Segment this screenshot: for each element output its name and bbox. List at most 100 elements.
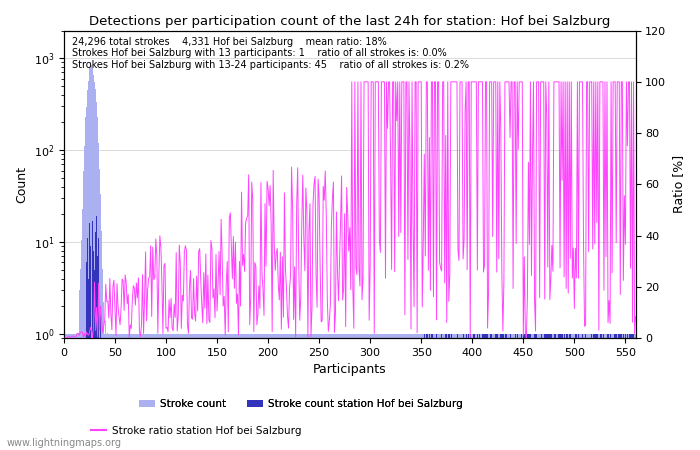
Bar xyxy=(592,334,593,450)
Bar xyxy=(616,334,617,450)
Bar xyxy=(271,334,272,450)
Bar xyxy=(124,334,125,450)
Bar xyxy=(279,334,280,450)
Bar xyxy=(326,334,327,450)
Bar xyxy=(437,334,438,450)
Bar xyxy=(175,334,176,450)
Bar xyxy=(545,334,546,450)
Bar xyxy=(418,334,419,450)
Bar xyxy=(490,334,491,450)
Bar xyxy=(540,334,541,450)
Bar xyxy=(479,334,480,450)
Bar xyxy=(147,334,148,450)
Bar xyxy=(568,334,570,450)
Bar xyxy=(491,334,492,450)
Bar xyxy=(443,334,444,450)
Bar xyxy=(543,334,544,450)
Bar xyxy=(433,334,434,450)
Bar xyxy=(133,334,134,450)
Bar xyxy=(263,334,265,450)
Bar xyxy=(197,334,198,450)
Bar xyxy=(194,334,195,450)
Bar xyxy=(435,334,436,450)
Bar xyxy=(209,334,211,450)
Bar xyxy=(608,334,610,450)
Bar xyxy=(140,334,141,450)
Bar xyxy=(599,334,601,450)
Bar xyxy=(535,334,536,450)
Bar xyxy=(593,334,594,450)
Bar xyxy=(132,334,133,450)
Bar xyxy=(628,334,629,450)
Bar xyxy=(503,334,505,450)
Bar xyxy=(392,334,393,450)
Bar xyxy=(97,256,98,450)
Bar xyxy=(107,333,108,450)
Bar xyxy=(425,334,426,450)
Bar xyxy=(541,334,542,450)
Bar xyxy=(254,334,256,450)
Bar xyxy=(544,334,545,450)
Bar xyxy=(286,334,287,450)
Bar xyxy=(468,334,469,450)
Bar xyxy=(479,334,480,450)
Bar xyxy=(320,334,321,450)
Bar xyxy=(354,334,356,450)
Bar xyxy=(82,209,83,450)
Bar xyxy=(478,334,479,450)
Bar xyxy=(347,334,348,450)
Bar xyxy=(180,334,181,450)
Bar xyxy=(339,334,340,450)
Bar xyxy=(380,334,381,450)
Bar xyxy=(94,270,95,450)
Y-axis label: Ratio [%]: Ratio [%] xyxy=(672,155,685,213)
Bar xyxy=(274,334,276,450)
Bar xyxy=(505,334,507,450)
Bar xyxy=(501,334,503,450)
Bar xyxy=(265,334,267,450)
Bar xyxy=(522,334,523,450)
Bar xyxy=(85,117,86,450)
Bar xyxy=(452,334,454,450)
Bar xyxy=(414,334,416,450)
Bar xyxy=(495,334,496,450)
Bar xyxy=(248,334,249,450)
Bar xyxy=(603,334,605,450)
Bar xyxy=(434,334,435,450)
Bar xyxy=(302,334,303,450)
Bar xyxy=(516,334,517,450)
Bar xyxy=(546,334,547,450)
Bar xyxy=(304,334,305,450)
Bar xyxy=(427,334,428,450)
Bar xyxy=(246,334,247,450)
Bar xyxy=(231,334,232,450)
Bar xyxy=(615,334,616,450)
Bar xyxy=(96,216,97,450)
Bar xyxy=(477,334,478,450)
Bar xyxy=(458,334,459,450)
Bar xyxy=(291,334,292,450)
Bar xyxy=(399,334,400,450)
Bar xyxy=(582,334,583,450)
Bar xyxy=(627,334,628,450)
Bar xyxy=(416,334,418,450)
Bar xyxy=(619,334,620,450)
Bar xyxy=(601,334,603,450)
Bar xyxy=(465,334,466,450)
Bar xyxy=(575,334,576,450)
Bar xyxy=(260,334,262,450)
Bar xyxy=(369,334,370,450)
Bar xyxy=(305,334,307,450)
Bar xyxy=(341,334,342,450)
Bar xyxy=(598,334,599,450)
Bar xyxy=(512,334,514,450)
Bar xyxy=(554,334,556,450)
Bar xyxy=(202,334,203,450)
Bar xyxy=(494,334,495,450)
Bar xyxy=(572,334,573,450)
Bar xyxy=(148,334,149,450)
Bar xyxy=(557,334,559,450)
Bar xyxy=(272,334,273,450)
Bar xyxy=(449,334,450,450)
Bar xyxy=(627,334,628,450)
